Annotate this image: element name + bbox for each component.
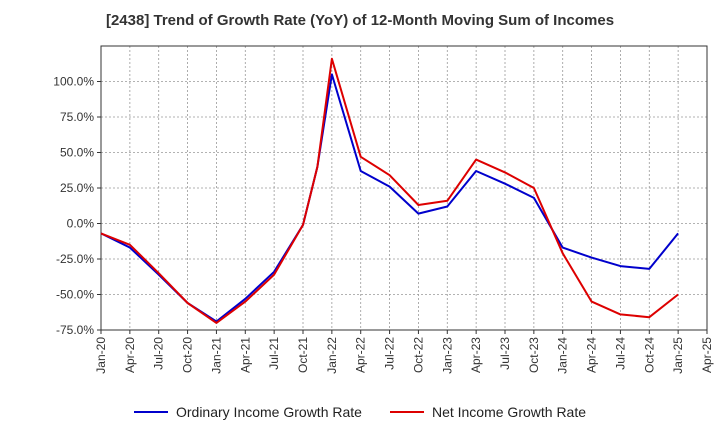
x-tick-label: Jul-22 xyxy=(383,337,397,370)
x-tick-label: Oct-22 xyxy=(411,337,425,373)
x-tick-label: Jul-23 xyxy=(498,337,512,370)
x-tick-label: Oct-24 xyxy=(642,337,656,373)
legend-label-net: Net Income Growth Rate xyxy=(431,404,587,420)
x-tick-label: Apr-20 xyxy=(123,337,137,373)
x-tick-label: Jan-20 xyxy=(94,337,108,374)
series-line-net-income xyxy=(100,57,679,324)
x-tick-label: Jan-25 xyxy=(671,337,685,374)
x-tick-label: Apr-24 xyxy=(585,337,599,373)
y-tick-label: 25.0% xyxy=(60,181,94,195)
grid xyxy=(101,45,707,331)
y-tick-label: -50.0% xyxy=(56,288,94,302)
series-lines xyxy=(100,57,679,324)
x-tick-label: Jan-23 xyxy=(440,337,454,374)
x-tick-label: Jul-21 xyxy=(267,337,281,370)
line-chart: -75.0% -50.0% -25.0% 0.0% 25.0% 50.0% 75.0% 100… xyxy=(53,45,714,374)
legend-item-ordinary: Ordinary Income Growth Rate xyxy=(133,404,362,420)
y-tick-labels: -75.0% -50.0% -25.0% 0.0% 25.0% 50.0% 75.0% 100… xyxy=(53,75,94,338)
legend-label-ordinary: Ordinary Income Growth Rate xyxy=(175,404,362,420)
x-tick-labels: Jan-20 Apr-20 Jul-20 Oct-20 Jan-21 Apr-21 Jul-… xyxy=(94,337,714,374)
x-tick-label: Apr-25 xyxy=(700,337,714,373)
y-tick-label: 50.0% xyxy=(60,146,94,160)
x-tick-label: Apr-21 xyxy=(238,337,252,373)
axes xyxy=(97,45,708,334)
x-tick-label: Oct-21 xyxy=(296,337,310,373)
y-tick-label: -75.0% xyxy=(56,323,94,337)
legend-swatch-ordinary xyxy=(133,411,168,413)
plot-border xyxy=(100,45,708,331)
x-tick-label: Jan-22 xyxy=(325,337,339,374)
legend: Ordinary Income Growth Rate Net Income G… xyxy=(0,404,720,420)
x-tick-label: Jul-24 xyxy=(613,337,627,370)
y-tick-label: 75.0% xyxy=(60,110,94,124)
x-tick-label: Jul-20 xyxy=(152,337,166,370)
x-tick-label: Oct-23 xyxy=(527,337,541,373)
y-tick-label: -25.0% xyxy=(56,252,94,266)
x-tick-label: Apr-22 xyxy=(354,337,368,373)
x-tick-label: Jan-21 xyxy=(209,337,223,374)
x-tick-label: Jan-24 xyxy=(556,337,570,374)
x-tick-label: Oct-20 xyxy=(181,337,195,373)
x-tick-label: Apr-23 xyxy=(469,337,483,373)
legend-item-net: Net Income Growth Rate xyxy=(389,404,587,420)
chart-title: [2438] Trend of Growth Rate (YoY) of 12-… xyxy=(105,12,615,29)
y-tick-label: 0.0% xyxy=(67,217,95,231)
legend-swatch-net xyxy=(389,411,424,413)
y-tick-label: 100.0% xyxy=(53,75,94,89)
